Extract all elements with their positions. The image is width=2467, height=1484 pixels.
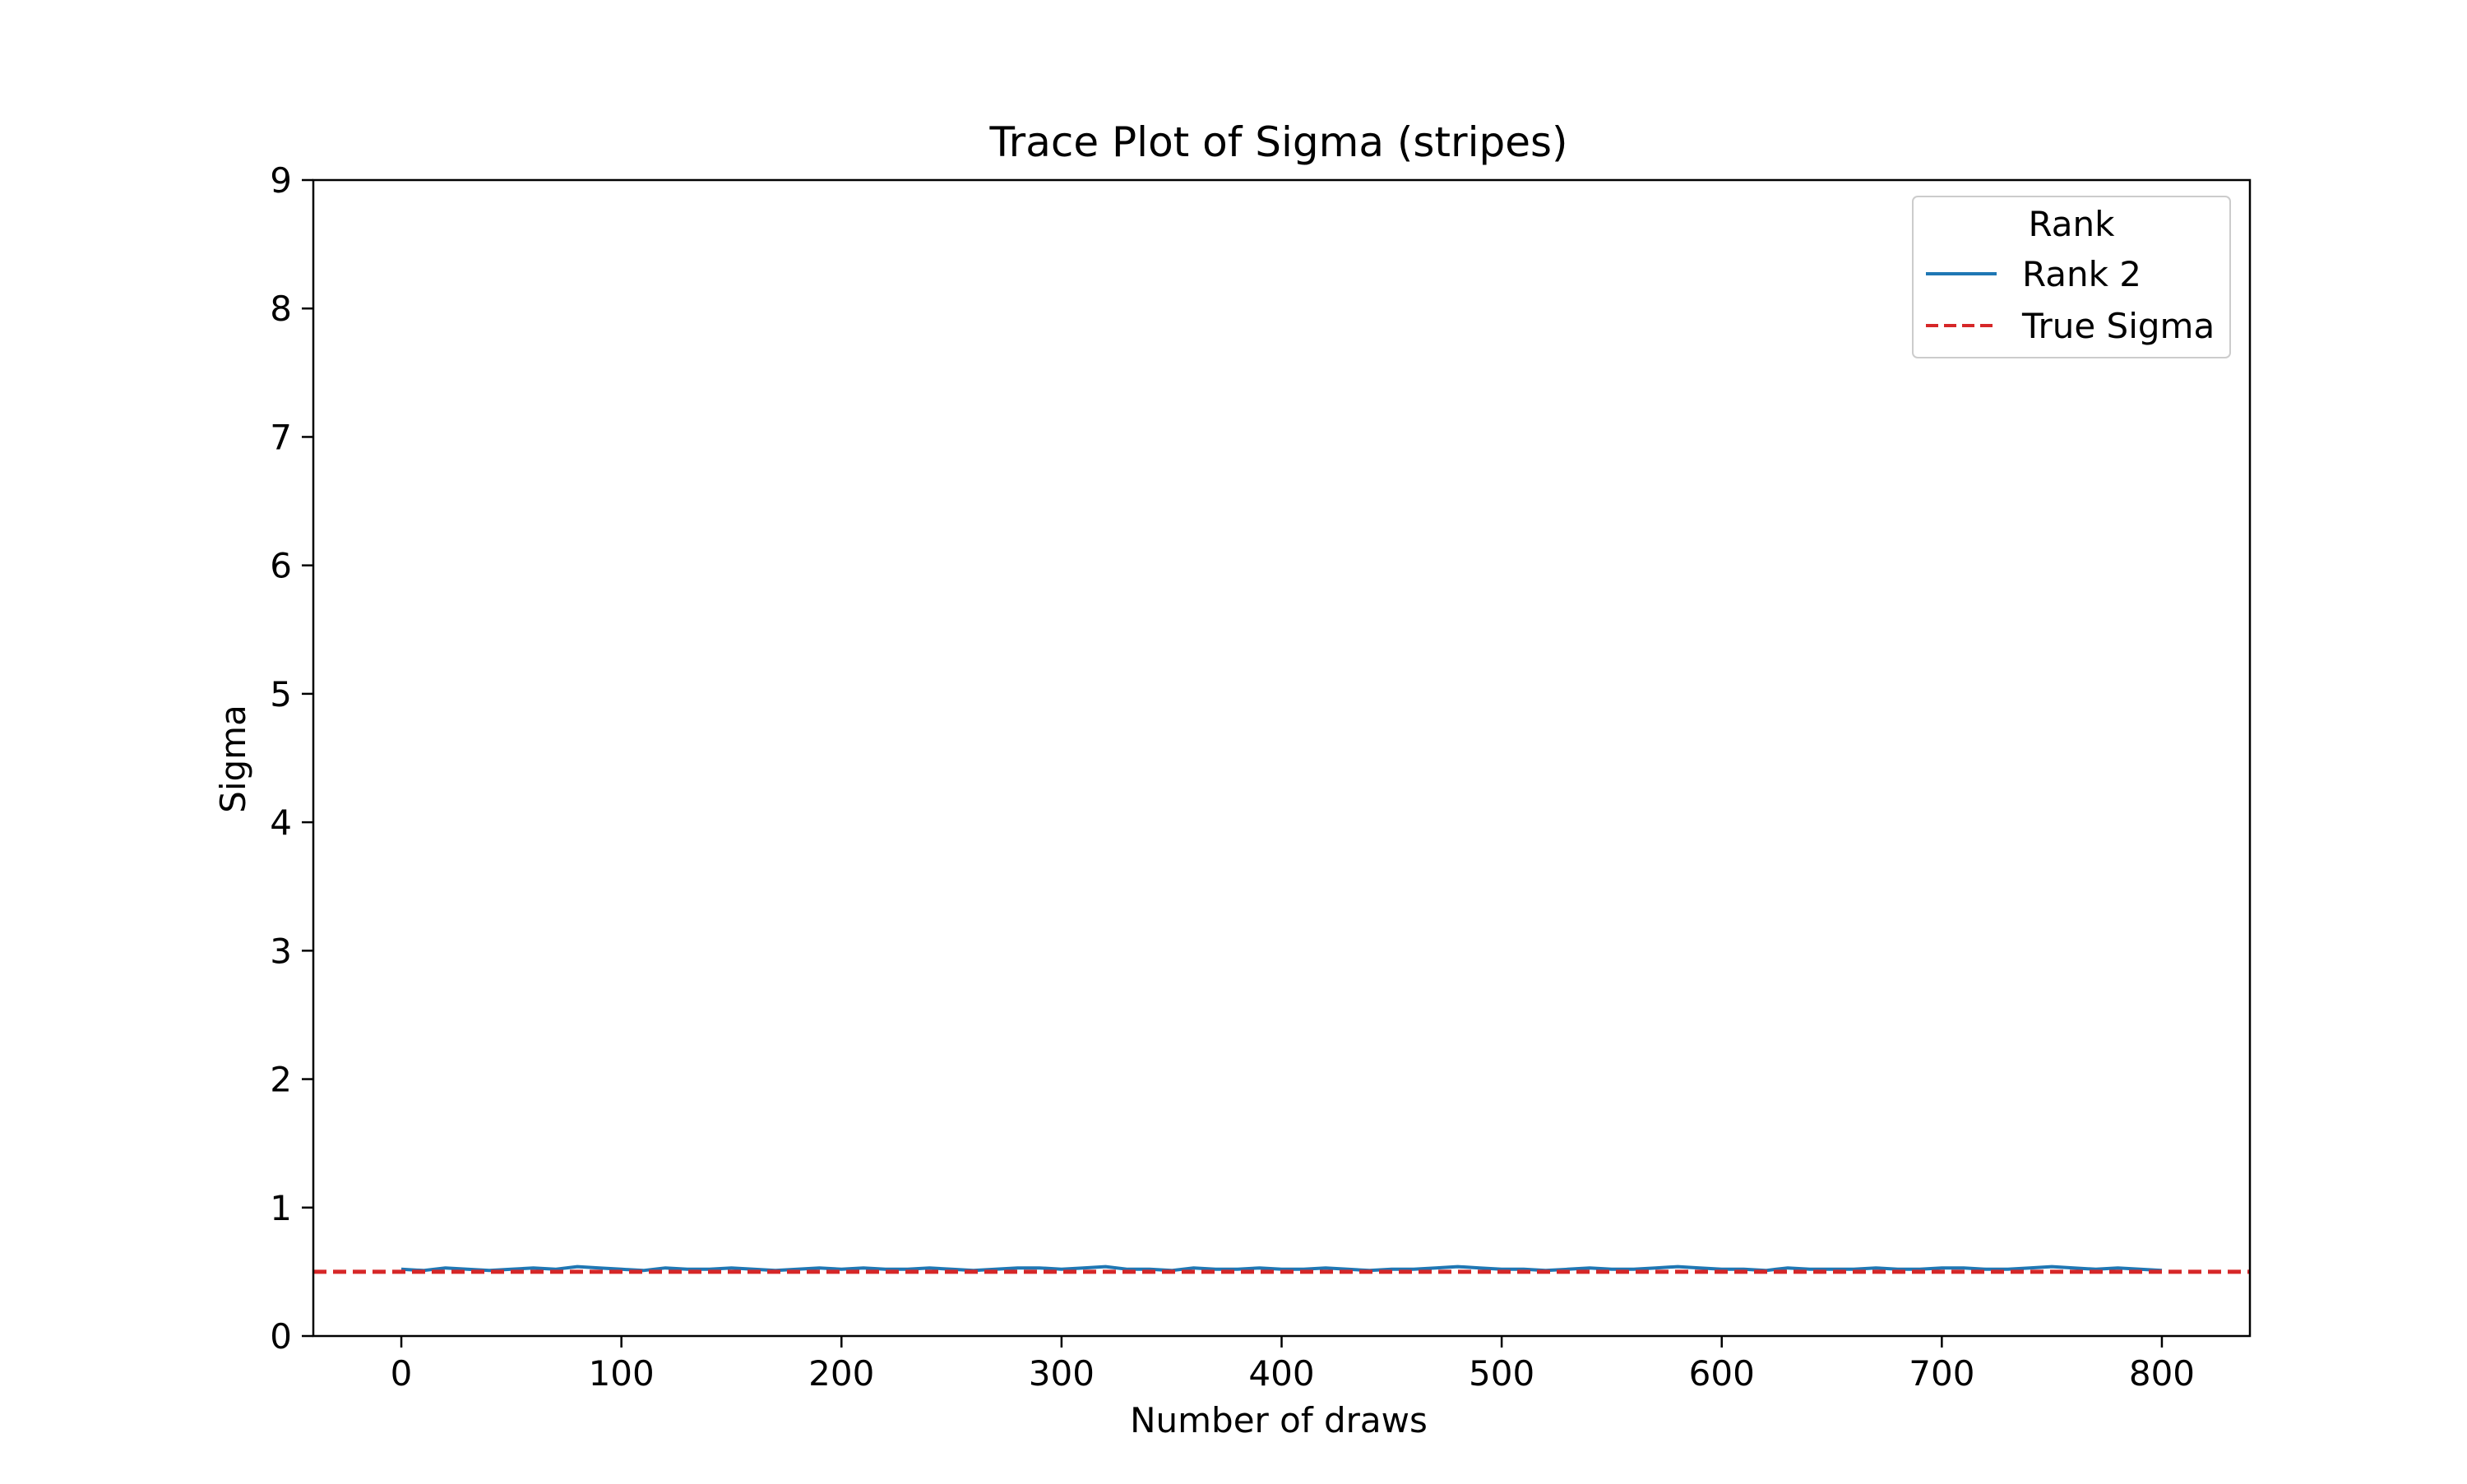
- chart-title: Trace Plot of Sigma (stripes): [988, 118, 1567, 166]
- x-axis-title: Number of draws: [1130, 1400, 1428, 1440]
- x-tick-label: 200: [808, 1353, 874, 1394]
- y-tick-label: 3: [270, 931, 292, 971]
- legend-box: [1912, 196, 2231, 358]
- y-tick-label: 8: [270, 289, 292, 329]
- legend-label-rank-2: Rank 2: [2022, 254, 2141, 294]
- y-tick-label: 1: [270, 1188, 292, 1228]
- y-tick-label: 5: [270, 674, 292, 714]
- plot-area: [313, 1264, 2250, 1274]
- x-tick-label: 0: [391, 1353, 413, 1394]
- series-line-rank-2: [400, 1264, 2163, 1273]
- legend-title: Rank: [2029, 204, 2116, 244]
- x-tick-label: 600: [1689, 1353, 1755, 1394]
- y-tick-label: 0: [270, 1316, 292, 1357]
- x-tick-label: 500: [1469, 1353, 1534, 1394]
- x-axis-ticks: 0 100 200 300 400 500 600 700 800: [391, 1336, 2195, 1394]
- plot-frame: [312, 178, 2252, 1338]
- y-tick-label: 9: [270, 160, 292, 201]
- legend-label-true-sigma: True Sigma: [2021, 306, 2215, 346]
- legend: Rank Rank 2 True Sigma: [1912, 196, 2231, 358]
- y-tick-label: 6: [270, 546, 292, 586]
- x-tick-label: 400: [1248, 1353, 1314, 1394]
- y-tick-label: 2: [270, 1060, 292, 1100]
- x-tick-label: 800: [2129, 1353, 2195, 1394]
- x-tick-label: 700: [1909, 1353, 1974, 1394]
- x-tick-label: 300: [1029, 1353, 1095, 1394]
- x-tick-label: 100: [589, 1353, 655, 1394]
- y-axis-title: Sigma: [213, 705, 253, 813]
- y-tick-label: 4: [270, 802, 292, 843]
- y-axis-ticks: 0 1 2 3 4 5 6 7 8 9: [270, 160, 313, 1357]
- y-tick-label: 7: [270, 417, 292, 457]
